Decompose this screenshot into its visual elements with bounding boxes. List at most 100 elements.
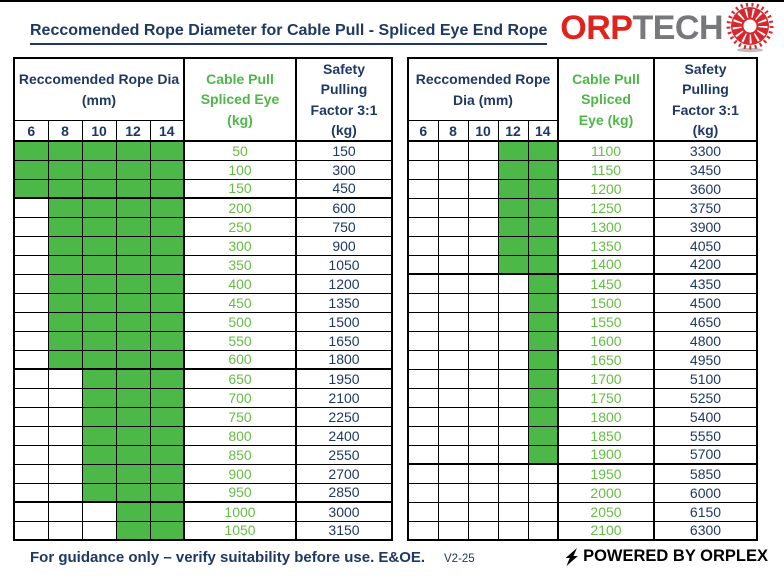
dia-cell-10 [467, 349, 499, 370]
dia-cell-8 [47, 444, 83, 465]
dia-cell-10 [81, 311, 117, 332]
dia-cell-14 [149, 368, 185, 389]
dia-cell-12 [115, 520, 151, 542]
cable-pull-value: 1500 [557, 292, 655, 313]
table-row: 1700 5100 [407, 368, 758, 389]
safety-value: 5700 [653, 444, 758, 466]
dia-cell-10 [467, 178, 499, 199]
dia-cell-8 [437, 197, 469, 218]
dia-cell-12 [497, 520, 529, 542]
dia-cell-6 [407, 387, 439, 408]
dia-cell-8 [47, 216, 83, 237]
safety-value: 6300 [653, 520, 758, 542]
dia-cell-6 [407, 501, 439, 522]
cable-pull-value: 2050 [557, 501, 655, 522]
table-row: 1550 4650 [407, 311, 758, 332]
dia-cell-10 [467, 330, 499, 351]
table-row: 1300 3900 [407, 216, 758, 237]
table-row: 1900 5700 [407, 444, 758, 466]
table-row: 700 2100 [13, 387, 393, 408]
dia-cell-10 [81, 254, 117, 275]
dia-cell-12 [497, 387, 529, 408]
dia-cell-14 [527, 349, 559, 370]
dia-col-6: 6 [407, 120, 439, 143]
safety-value: 2700 [295, 463, 393, 484]
table-row: 1050 3150 [13, 520, 393, 542]
dia-cell-6 [407, 444, 439, 466]
dia-cell-12 [497, 482, 529, 503]
cable-pull-value: 800 [183, 425, 297, 446]
cable-pull-value: 2100 [557, 520, 655, 542]
dia-cell-10 [81, 463, 117, 484]
cable-pull-value: 1000 [183, 501, 297, 522]
dia-cell-10 [467, 501, 499, 522]
table-row: 650 1950 [13, 368, 393, 389]
table-row: 100 300 [13, 159, 393, 180]
dia-cell-14 [149, 387, 185, 408]
dia-cell-8 [437, 254, 469, 276]
dia-cell-12 [115, 159, 151, 180]
dia-cell-14 [527, 292, 559, 313]
dia-cell-6 [13, 292, 49, 313]
dia-cell-8 [437, 368, 469, 389]
cable-pull-header: Cable Pull Spliced Eye (kg) [183, 57, 297, 143]
safety-value: 4350 [653, 273, 758, 294]
dia-cell-12 [115, 349, 151, 371]
dia-cell-12 [497, 235, 529, 256]
safety-value: 2100 [295, 387, 393, 408]
table-row: 250 750 [13, 216, 393, 237]
cable-pull-value: 1650 [557, 349, 655, 370]
dia-col-8: 8 [47, 120, 83, 143]
safety-value: 4500 [653, 292, 758, 313]
dia-cell-14 [527, 501, 559, 522]
safety-value: 3900 [653, 216, 758, 237]
dia-cell-8 [437, 425, 469, 446]
table-row: 1500 4500 [407, 292, 758, 313]
table-row: 900 2700 [13, 463, 393, 484]
dia-cell-10 [467, 273, 499, 294]
table-body-right: 1100 3300 1150 3450 1200 3600 1250 3750 1300 3900… [407, 140, 758, 542]
dia-cell-6 [407, 140, 439, 161]
dia-cell-8 [47, 406, 83, 427]
dia-cell-10 [81, 178, 117, 200]
dia-cell-6 [13, 159, 49, 180]
safety-value: 5250 [653, 387, 758, 408]
cable-pull-value: 350 [183, 254, 297, 275]
lightning-bolt-icon [566, 547, 578, 566]
dia-cell-10 [467, 406, 499, 427]
table-row: 400 1200 [13, 273, 393, 294]
dia-cell-8 [47, 197, 83, 218]
safety-value: 5400 [653, 406, 758, 427]
dia-cell-6 [13, 463, 49, 484]
dia-cell-14 [149, 235, 185, 256]
dia-cell-10 [81, 482, 117, 504]
safety-value: 900 [295, 235, 393, 256]
dia-cell-6 [13, 197, 49, 218]
dia-cell-12 [115, 140, 151, 161]
dia-cell-6 [13, 425, 49, 446]
dia-cell-10 [467, 140, 499, 161]
dia-cell-6 [13, 273, 49, 294]
table-row: 1750 5250 [407, 387, 758, 408]
dia-cell-12 [115, 482, 151, 504]
safety-value: 1350 [295, 292, 393, 313]
cable-pull-value: 600 [183, 349, 297, 371]
dia-cell-12 [115, 216, 151, 237]
dia-cell-6 [407, 368, 439, 389]
dia-cell-8 [437, 463, 469, 484]
cable-pull-value: 1200 [557, 178, 655, 199]
cable-pull-value: 1450 [557, 273, 655, 294]
safety-value: 300 [295, 159, 393, 180]
safety-value: 3450 [653, 159, 758, 180]
dia-cell-14 [527, 368, 559, 389]
dia-cell-6 [13, 406, 49, 427]
cable-pull-value: 1800 [557, 406, 655, 427]
dia-cell-14 [527, 235, 559, 256]
cable-pull-value: 1150 [557, 159, 655, 180]
dia-cell-8 [47, 349, 83, 371]
dia-cell-6 [407, 235, 439, 256]
table-row: 150 450 [13, 178, 393, 200]
table-row: 1000 3000 [13, 501, 393, 522]
dia-cell-12 [115, 292, 151, 313]
dia-cell-14 [149, 406, 185, 427]
